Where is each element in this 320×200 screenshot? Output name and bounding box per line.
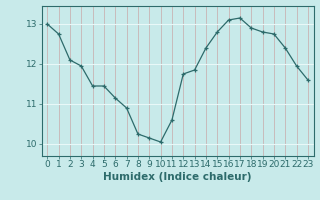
X-axis label: Humidex (Indice chaleur): Humidex (Indice chaleur) — [103, 172, 252, 182]
